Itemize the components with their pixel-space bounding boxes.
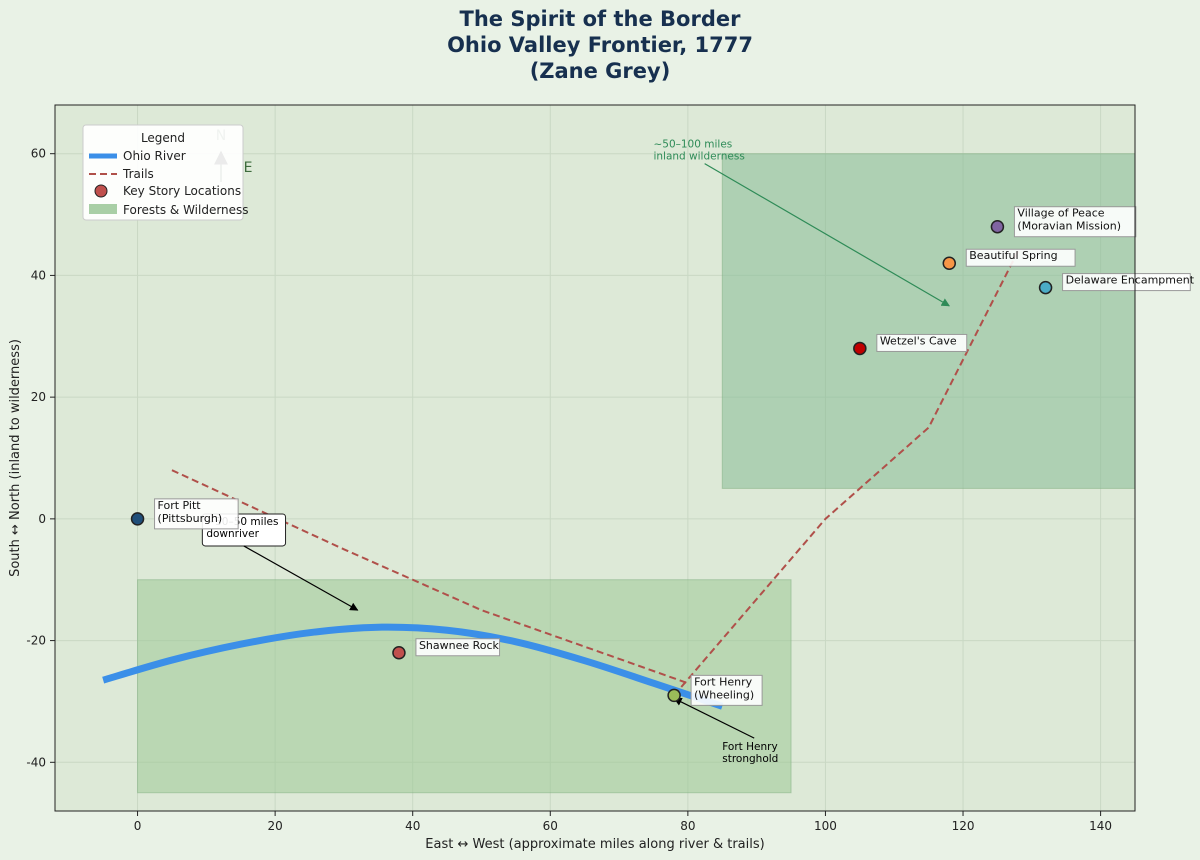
location-marker-village-of-peace-moravian-mission xyxy=(990,219,1005,234)
annotation-text-2: ~50–100 miles xyxy=(653,139,732,151)
forest-area-2 xyxy=(721,153,1136,489)
location-label-box-shawnee-rock xyxy=(415,638,501,657)
y-axis-label: South ↔ North (inland to wilderness) xyxy=(8,339,23,577)
location-marker-wetzel-s-cave xyxy=(853,341,867,356)
y-tick-label: 60 xyxy=(31,147,46,161)
x-tick-label: 80 xyxy=(680,819,695,833)
location-label-box-fort-pitt-pittsburgh xyxy=(154,498,239,530)
legend-forest-swatch xyxy=(89,204,117,214)
x-tick-label: 140 xyxy=(1089,819,1112,833)
legend: Legend Ohio River Trails Key Story Locat… xyxy=(82,124,249,221)
location-label-delaware-encampment: Delaware Encampment xyxy=(1066,274,1195,287)
river-layer xyxy=(102,623,724,710)
location-label-fort-henry-wheeling: (Wheeling) xyxy=(694,688,754,701)
location-label-fort-pitt-pittsburgh: Fort Pitt xyxy=(158,499,202,512)
legend-title: Legend xyxy=(141,131,185,145)
chart-title-line-2: Ohio Valley Frontier, 1777 xyxy=(447,33,753,57)
x-tick-label: 120 xyxy=(952,819,975,833)
location-label-fort-pitt-pittsburgh: (Pittsburgh) xyxy=(158,512,223,525)
y-tick-label: 40 xyxy=(31,268,46,282)
location-marker-fort-henry-wheeling xyxy=(667,688,681,703)
legend-box xyxy=(82,124,244,221)
location-label-box-beautiful-spring xyxy=(965,248,1076,267)
location-label-fort-henry-wheeling: Fort Henry xyxy=(694,675,753,688)
y-tick-label: 0 xyxy=(38,512,46,526)
annotation-arrow-2 xyxy=(704,163,950,307)
x-axis-label: East ↔ West (approximate miles along riv… xyxy=(425,837,764,852)
location-label-shawnee-rock: Shawnee Rock xyxy=(419,639,500,652)
plot-frame xyxy=(54,104,1136,812)
location-marker-fort-pitt-pittsburgh xyxy=(130,512,145,526)
location-label-box-wetzel-s-cave xyxy=(876,333,968,352)
annotation-text-3: stronghold xyxy=(722,753,778,765)
legend-trails-label: Trails xyxy=(122,167,154,181)
trail-line-1 xyxy=(171,469,689,685)
annotation-text-3: Fort Henry xyxy=(722,741,777,753)
legend-river-label: Ohio River xyxy=(123,149,186,163)
y-tick-label: -40 xyxy=(26,755,46,769)
location-label-box-village-of-peace-moravian-mission xyxy=(1013,206,1137,238)
location-label-village-of-peace-moravian-mission: (Moravian Mission) xyxy=(1017,220,1121,233)
annotation-text-1: downriver xyxy=(206,528,259,540)
annotation-text-2: inland wilderness xyxy=(653,151,744,163)
compass-east-label: E xyxy=(244,160,253,176)
chart-title-line-3: (Zane Grey) xyxy=(529,59,671,83)
location-label-wetzel-s-cave: Wetzel's Cave xyxy=(880,334,957,347)
legend-forest-label: Forests & Wilderness xyxy=(123,203,249,217)
location-label-box-fort-henry-wheeling xyxy=(690,674,763,706)
annotation-arrow-3 xyxy=(673,697,755,739)
location-label-village-of-peace-moravian-mission: Village of Peace xyxy=(1017,207,1104,220)
chart-title: The Spirit of the Border Ohio Valley Fro… xyxy=(0,6,1200,84)
location-marker-shawnee-rock xyxy=(392,646,406,660)
y-tick-label: -20 xyxy=(26,634,46,648)
x-tick-label: 0 xyxy=(134,819,142,833)
x-tick-label: 40 xyxy=(405,819,420,833)
legend-location-swatch xyxy=(94,184,108,198)
x-tick-label: 60 xyxy=(543,819,558,833)
location-layer: Fort Pitt(Pittsburgh) Shawnee Rock Fort He… xyxy=(130,206,1195,706)
y-tick-label: 20 xyxy=(31,390,46,404)
x-tick-label: 20 xyxy=(267,819,282,833)
ohio-river-line xyxy=(102,623,724,710)
legend-location-label: Key Story Locations xyxy=(123,184,241,198)
location-marker-delaware-encampment xyxy=(1038,280,1053,295)
location-marker-beautiful-spring xyxy=(942,256,957,270)
trail-layer xyxy=(171,250,1019,697)
location-label-beautiful-spring: Beautiful Spring xyxy=(969,249,1057,262)
trail-line-2 xyxy=(673,250,1019,697)
x-tick-label: 100 xyxy=(814,819,837,833)
annotation-arrow-1 xyxy=(243,545,359,611)
location-label-box-delaware-encampment xyxy=(1062,273,1191,292)
axis-ticks: 0 20 40 60 80 100 120 140 -40 -20 0 20 40 60 xyxy=(26,147,1112,833)
chart-title-line-1: The Spirit of the Border xyxy=(459,7,741,31)
